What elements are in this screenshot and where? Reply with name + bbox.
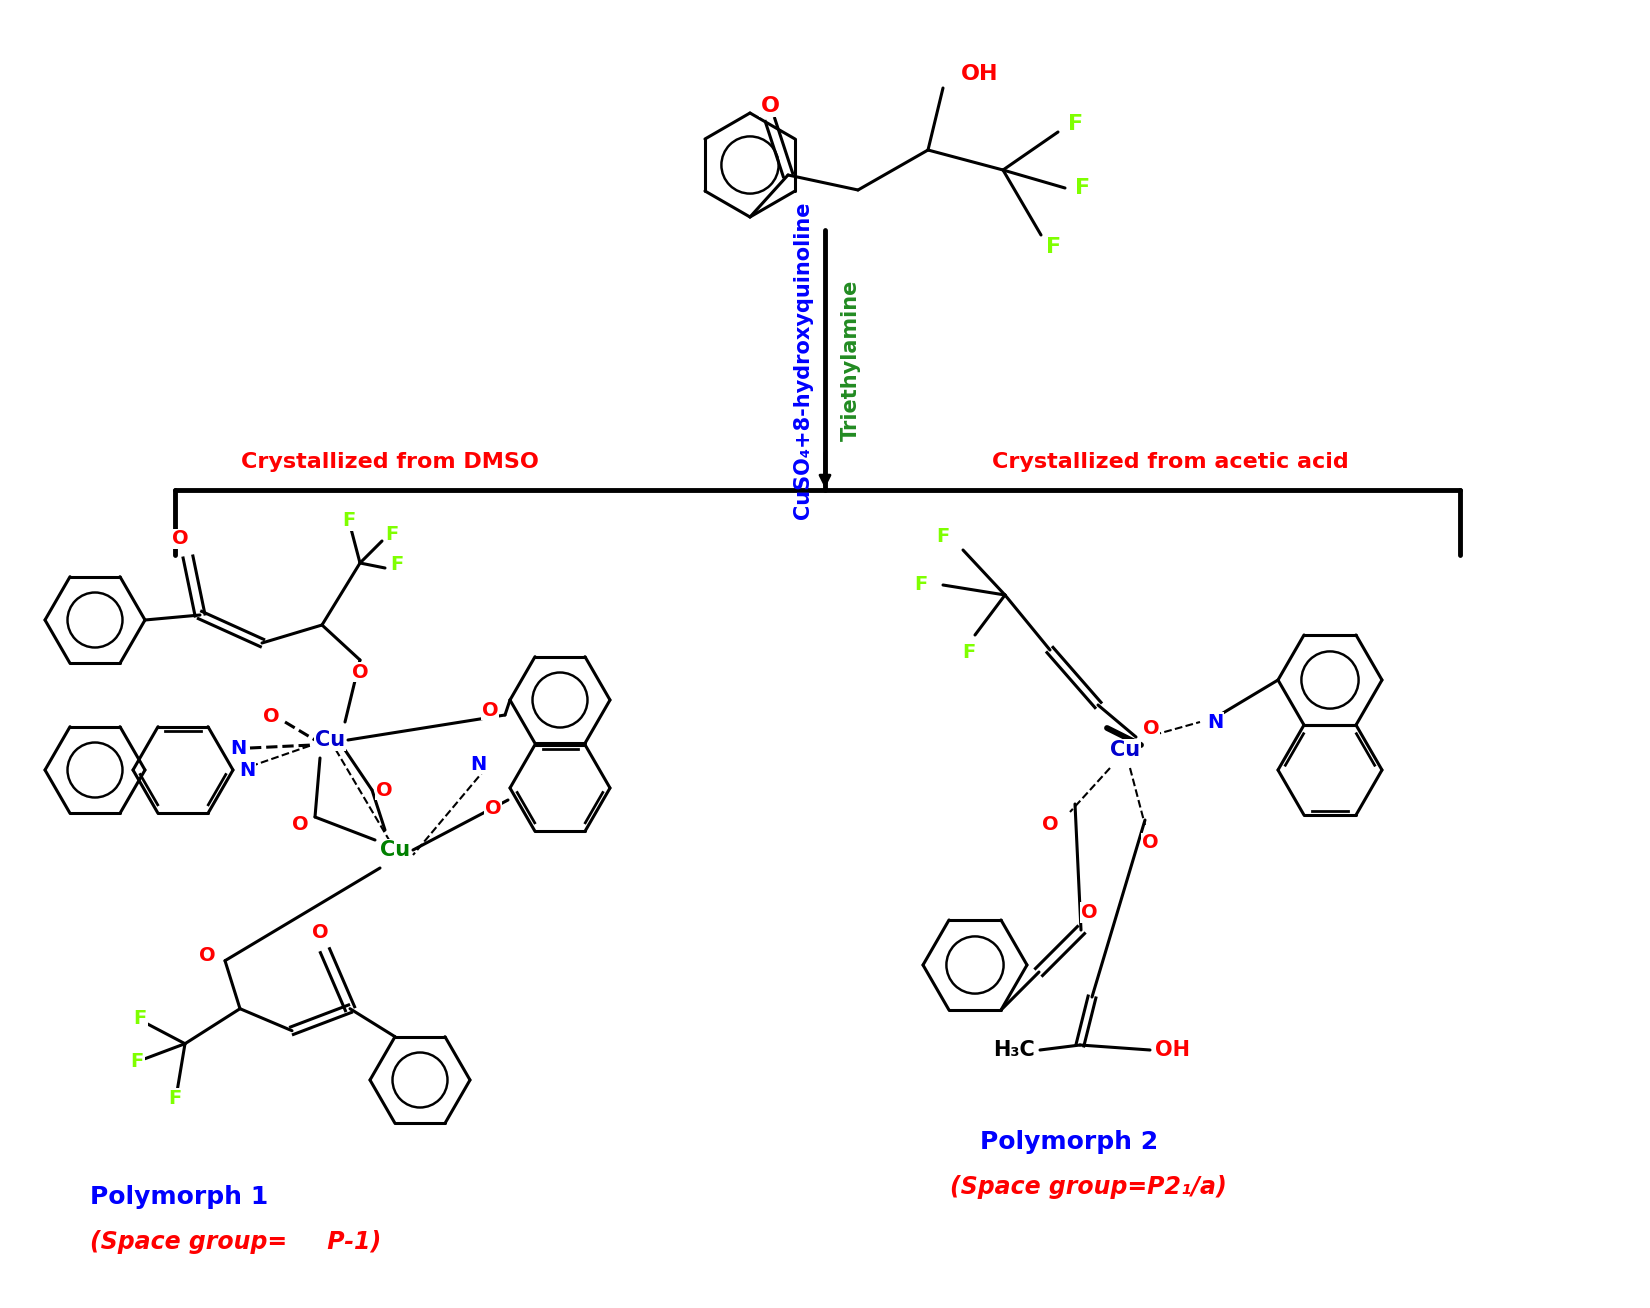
Text: N: N (229, 739, 246, 757)
Text: O: O (198, 946, 214, 965)
Text: Crystallized from DMSO: Crystallized from DMSO (241, 453, 540, 472)
Text: Cu: Cu (380, 840, 411, 859)
Text: (Space group=   P-1): (Space group= P-1) (91, 1230, 381, 1254)
Text: F: F (937, 527, 950, 547)
Text: O: O (1081, 903, 1097, 922)
Text: Crystallized from acetic acid: Crystallized from acetic acid (992, 453, 1348, 472)
Text: O: O (1041, 815, 1058, 833)
Text: O: O (482, 701, 498, 719)
Text: F: F (168, 1090, 182, 1108)
Text: OH: OH (1155, 1040, 1190, 1059)
Text: O: O (485, 798, 502, 818)
Text: F: F (1076, 178, 1091, 198)
Text: F: F (389, 556, 403, 574)
Text: H₃C: H₃C (993, 1040, 1035, 1059)
Text: O: O (172, 530, 188, 548)
Text: Polymorph 1: Polymorph 1 (91, 1185, 269, 1209)
Text: N: N (239, 760, 256, 780)
Text: (Space group=P2₁/a): (Space group=P2₁/a) (950, 1175, 1226, 1199)
Text: Cu: Cu (315, 730, 345, 749)
Text: O: O (312, 923, 328, 942)
Text: Triethylamine: Triethylamine (842, 280, 861, 441)
Text: O: O (376, 781, 393, 799)
Text: O: O (262, 708, 279, 726)
Text: O: O (351, 662, 368, 681)
Text: N: N (1206, 713, 1223, 731)
Text: F: F (134, 1010, 147, 1028)
Text: O: O (1143, 719, 1160, 739)
Text: O: O (292, 815, 309, 835)
Text: F: F (962, 644, 975, 662)
Text: F: F (1046, 237, 1061, 256)
Text: O: O (761, 95, 779, 116)
Text: Polymorph 2: Polymorph 2 (980, 1130, 1158, 1154)
Text: F: F (130, 1052, 144, 1071)
Text: F: F (342, 511, 355, 531)
Text: Cu: Cu (1110, 740, 1140, 760)
Text: N: N (470, 755, 487, 773)
Text: F: F (914, 576, 927, 595)
Text: O: O (1142, 833, 1158, 853)
Text: F: F (1068, 114, 1082, 133)
Text: F: F (384, 526, 398, 544)
Text: OH: OH (960, 64, 998, 84)
Text: CuSO₄+8-hydroxyquinoline: CuSO₄+8-hydroxyquinoline (794, 201, 813, 519)
